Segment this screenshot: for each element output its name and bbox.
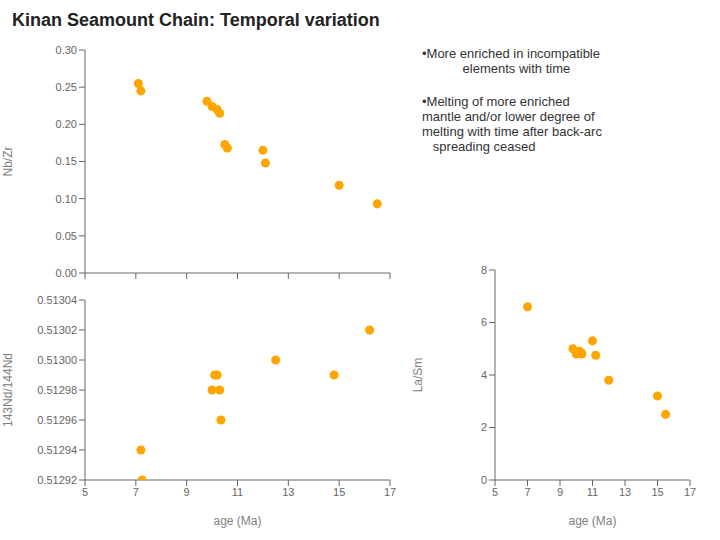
svg-text:2: 2 — [481, 421, 487, 433]
svg-text:17: 17 — [384, 486, 396, 498]
svg-text:9: 9 — [184, 486, 190, 498]
svg-text:age (Ma): age (Ma) — [213, 514, 261, 528]
svg-text:13: 13 — [282, 486, 294, 498]
svg-text:La/Sm: La/Sm — [411, 358, 425, 393]
svg-text:0.15: 0.15 — [56, 155, 77, 167]
html-text:Kinan Seamount Chain: Temporal: Kinan Seamount Chain: Temporal variation — [12, 10, 380, 30]
svg-text:13: 13 — [619, 486, 631, 498]
svg-text:age (Ma): age (Ma) — [568, 514, 616, 528]
svg-text:0.51300: 0.51300 — [37, 354, 77, 366]
svg-text:0.10: 0.10 — [56, 193, 77, 205]
svg-text:0: 0 — [481, 474, 487, 486]
svg-text:7: 7 — [133, 486, 139, 498]
svg-text:0.51304: 0.51304 — [37, 294, 77, 306]
svg-text:0.05: 0.05 — [56, 230, 77, 242]
svg-text:7: 7 — [524, 486, 530, 498]
svg-text:5: 5 — [492, 486, 498, 498]
svg-text:9: 9 — [557, 486, 563, 498]
svg-text:4: 4 — [481, 369, 487, 381]
svg-text:0.30: 0.30 — [56, 44, 77, 56]
svg-text:0.00: 0.00 — [56, 267, 77, 279]
svg-text:6: 6 — [481, 316, 487, 328]
html-text:•Melting of more enriched mant: •Melting of more enriched mantle and/or … — [422, 94, 602, 154]
svg-text:0.20: 0.20 — [56, 118, 77, 130]
svg-text:0.51294: 0.51294 — [37, 444, 77, 456]
svg-text:Nb/Zr: Nb/Zr — [8, 146, 15, 176]
svg-text:17: 17 — [684, 486, 696, 498]
svg-text:11: 11 — [587, 486, 598, 498]
svg-text:0.25: 0.25 — [56, 81, 77, 93]
svg-text:0.51302: 0.51302 — [37, 324, 77, 336]
svg-text:5: 5 — [82, 486, 88, 498]
svg-text:0.51292: 0.51292 — [37, 474, 77, 486]
html-text:•More enriched in incompatible: •More enriched in incompatible elements … — [422, 46, 600, 76]
svg-text:143Nd/144Nd: 143Nd/144Nd — [8, 353, 15, 427]
svg-text:0.51298: 0.51298 — [37, 384, 77, 396]
svg-text:15: 15 — [651, 486, 663, 498]
svg-text:8: 8 — [481, 264, 487, 276]
svg-text:15: 15 — [333, 486, 345, 498]
svg-text:0.51296: 0.51296 — [37, 414, 77, 426]
svg-text:11: 11 — [232, 486, 243, 498]
